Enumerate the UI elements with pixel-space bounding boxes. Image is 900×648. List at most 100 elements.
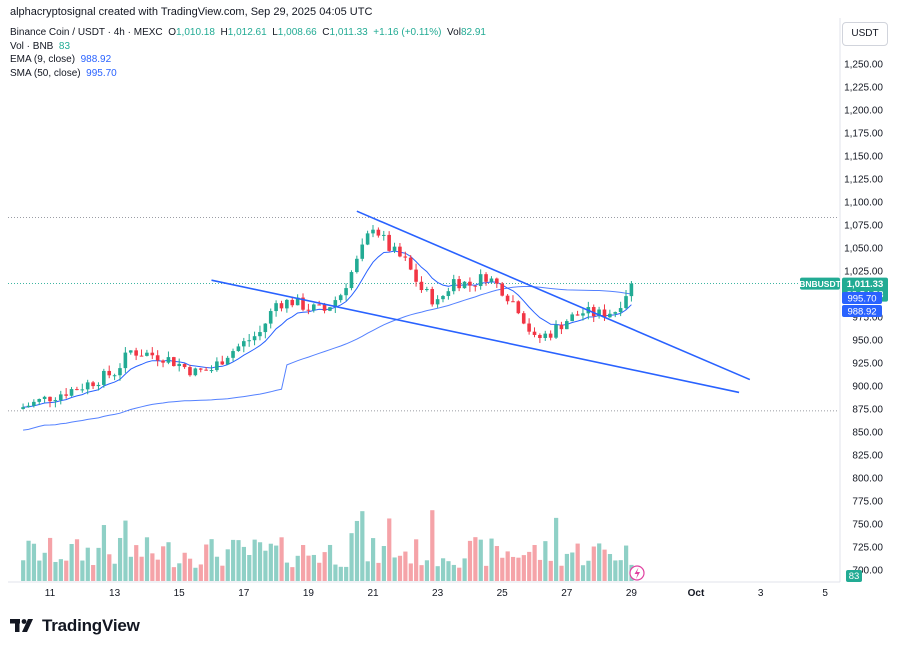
volume-bar — [301, 545, 306, 581]
volume-bar — [144, 537, 150, 581]
volume-bar — [241, 546, 246, 581]
candle-body — [301, 297, 305, 310]
vol-value: 82.91 — [460, 27, 486, 38]
volume-bar — [580, 565, 586, 581]
price-tick-label: 800.00 — [852, 474, 883, 485]
candle-body — [538, 334, 542, 338]
candle-body — [451, 279, 456, 292]
candle-body — [220, 361, 225, 365]
volume-bar — [494, 546, 500, 581]
volume-bar — [537, 559, 543, 581]
candle-body — [290, 299, 295, 306]
volume-bar — [371, 538, 376, 581]
volume-bar — [311, 554, 316, 581]
flash-icon[interactable] — [629, 565, 645, 581]
candle-body — [387, 234, 391, 251]
volume-bar — [349, 533, 354, 581]
trendline-upper[interactable] — [356, 210, 751, 381]
volume-bar — [80, 560, 85, 581]
candle-body — [231, 351, 235, 358]
volume-indicator-row[interactable]: Vol · BNB 83 — [10, 40, 486, 54]
high-label: H — [220, 27, 228, 38]
candle-body — [225, 357, 230, 365]
volume-bar — [532, 545, 537, 581]
symbol-label-bg — [800, 277, 840, 290]
volume-bar — [559, 565, 564, 581]
volume-bar — [91, 565, 96, 581]
candle-body — [134, 350, 138, 356]
volume-bar — [457, 567, 462, 581]
candle-body — [128, 350, 133, 353]
price-tick-label: 775.00 — [852, 497, 883, 508]
volume-bar — [112, 563, 117, 581]
flash-icon-bolt — [634, 567, 640, 579]
time-tick-label: 19 — [303, 588, 315, 599]
candle-body — [198, 368, 203, 370]
candle-body — [365, 233, 370, 245]
open-label: O — [168, 27, 176, 38]
time-tick-label: 15 — [174, 588, 186, 599]
candle-body — [338, 295, 343, 301]
volume-bar — [58, 559, 63, 581]
currency-button[interactable]: USDT — [842, 22, 888, 46]
time-tick-label: 11 — [45, 588, 56, 599]
volume-bar — [166, 542, 171, 581]
candle-body — [521, 313, 526, 324]
low-value: 1,008.66 — [277, 27, 317, 38]
moving-averages — [23, 250, 632, 431]
candle-body — [247, 340, 251, 342]
volume-bar — [408, 563, 413, 581]
volume-bar — [381, 546, 386, 581]
price-tick-label: 925.00 — [852, 359, 883, 370]
time-tick-label: 17 — [238, 588, 250, 599]
volume-bar — [42, 552, 47, 581]
volume-bar — [177, 563, 182, 581]
volume-bar — [295, 555, 300, 581]
sma-indicator-row[interactable]: SMA (50, close) 995.70 — [10, 67, 486, 81]
volume-bar — [467, 540, 473, 581]
volume-bar — [478, 539, 483, 581]
trendline-lower[interactable] — [211, 279, 740, 394]
price-tick-label: 1,150.00 — [844, 152, 883, 163]
change-value: +1.16 (+0.11%) — [373, 27, 442, 38]
symbol-label: BNBUSDT — [799, 279, 841, 289]
volume-bar — [548, 560, 553, 581]
candle-body — [505, 295, 510, 302]
tradingview-logo-icon — [10, 619, 33, 632]
ema-indicator-row[interactable]: EMA (9, close) 988.92 — [10, 53, 486, 67]
candle-body — [446, 291, 451, 297]
sma-indicator-label: SMA (50, close) — [10, 67, 81, 79]
candle-body — [48, 396, 52, 402]
price-tick-label: 975.00 — [852, 313, 883, 324]
volume-bar — [575, 543, 580, 581]
volume-bar — [139, 556, 144, 581]
candle-body — [64, 394, 68, 396]
volume-bar — [564, 553, 569, 581]
candle-body — [559, 324, 564, 330]
price-tick-label: 725.00 — [852, 543, 883, 554]
trendlines[interactable] — [211, 210, 751, 394]
volume-bar — [214, 556, 220, 581]
volume-bar — [182, 552, 187, 581]
symbol-title[interactable]: Binance Coin / USDT · 4h · MEXC — [10, 27, 163, 38]
candle-body — [484, 274, 488, 282]
candle-body — [306, 309, 311, 311]
volume-bar — [48, 537, 53, 581]
candle-body — [21, 407, 25, 409]
time-axis[interactable]: 11 13 15 17 19 21 23 25 27 29 Oct 3 5 — [45, 588, 829, 599]
volume-bar — [607, 554, 613, 581]
candle-body — [96, 384, 101, 387]
volume-bar — [586, 560, 591, 581]
price-tick-label: 1,100.00 — [844, 198, 883, 209]
volume-bar — [198, 564, 203, 581]
volume-bar — [570, 552, 575, 581]
candle-body — [333, 300, 338, 308]
price-axis[interactable]: 1,250.00 1,225.00 1,200.00 1,175.00 1,150.00… — [844, 60, 883, 577]
high-value: 1,012.61 — [227, 27, 267, 38]
volume-bar — [263, 550, 268, 581]
volume-bar — [193, 567, 198, 581]
tradingview-logo[interactable]: TradingView — [10, 616, 140, 636]
candle-body — [360, 244, 365, 259]
volume-bar — [403, 551, 408, 581]
